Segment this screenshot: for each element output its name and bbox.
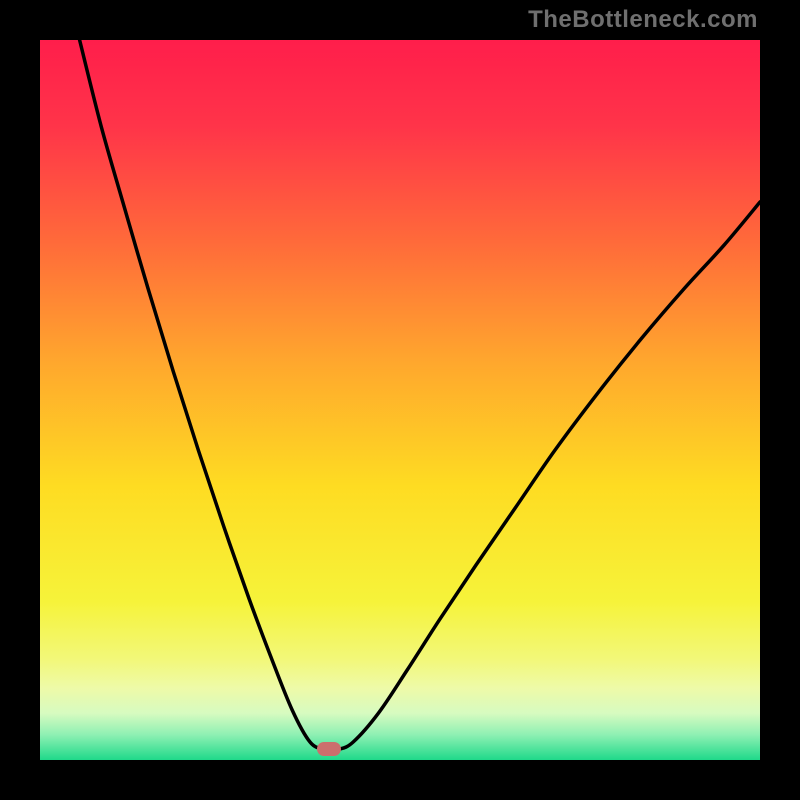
optimal-point-marker (317, 742, 341, 756)
chart-outer-frame: TheBottleneck.com (0, 0, 800, 800)
plot-area (40, 40, 760, 760)
bottleneck-curve (40, 40, 760, 760)
watermark-text: TheBottleneck.com (528, 6, 758, 34)
